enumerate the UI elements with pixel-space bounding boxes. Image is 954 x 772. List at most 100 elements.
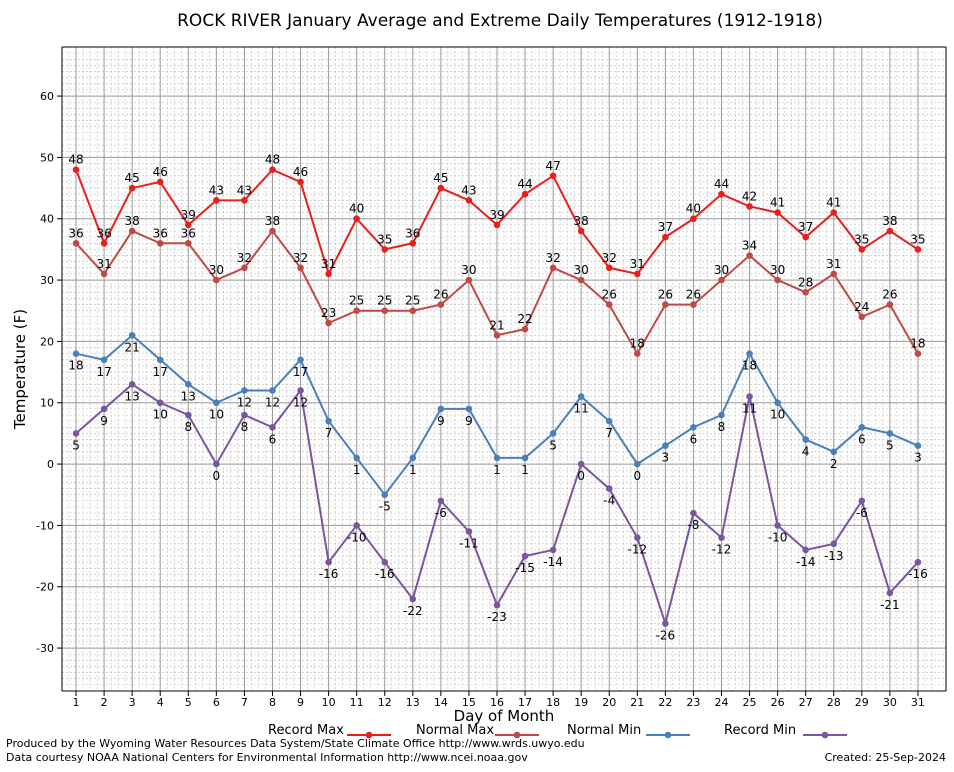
- data-point: [662, 442, 669, 449]
- data-point: [774, 522, 781, 529]
- data-point: [353, 307, 360, 315]
- data-point: [577, 276, 585, 284]
- data-label: 26: [658, 288, 673, 302]
- x-tick-label: 17: [518, 696, 532, 709]
- data-point: [465, 276, 473, 284]
- data-label: 36: [68, 226, 83, 240]
- data-point: [746, 252, 753, 259]
- footer-data-credit: Data courtesy NOAA National Centers for …: [6, 751, 528, 764]
- y-tick-label: -30: [36, 642, 54, 655]
- data-point: [72, 166, 80, 173]
- data-point: [297, 387, 304, 394]
- data-label: 8: [718, 420, 726, 434]
- data-point: [549, 430, 557, 437]
- data-point: [549, 172, 557, 180]
- data-point: [521, 190, 529, 198]
- series-normal-max: 36 31 38 36 36 30 32 38 32 23 25 25 25 26 30 21 22 32 30 26…: [68, 214, 926, 357]
- y-tick-label: 50: [40, 151, 54, 164]
- data-point: [325, 417, 332, 425]
- x-tick-label: 26: [771, 696, 785, 709]
- data-label: 31: [826, 257, 841, 271]
- data-point: [381, 558, 389, 566]
- data-label: -8: [687, 518, 699, 532]
- data-label: 25: [349, 294, 364, 308]
- data-point: [353, 454, 360, 462]
- x-tick-label: 24: [714, 696, 728, 709]
- data-point: [802, 233, 809, 241]
- data-label: -14: [543, 555, 563, 569]
- data-label: 32: [545, 251, 560, 265]
- data-label: 9: [100, 414, 108, 428]
- data-point: [802, 436, 809, 443]
- x-tick-label: 10: [322, 696, 336, 709]
- data-point: [100, 239, 108, 247]
- data-label: 13: [181, 389, 196, 403]
- data-label: -12: [712, 543, 732, 557]
- data-point: [156, 356, 164, 364]
- data-point: [184, 381, 192, 388]
- x-tick-label: 19: [574, 696, 588, 709]
- data-point: [886, 589, 894, 597]
- data-point: [184, 221, 192, 229]
- data-label: 7: [605, 426, 613, 440]
- data-point: [381, 246, 389, 253]
- data-point: [830, 270, 838, 278]
- data-point: [100, 356, 108, 364]
- data-label: 30: [574, 263, 589, 277]
- legend-item: Record Min: [724, 723, 847, 739]
- data-label: 5: [886, 438, 894, 452]
- data-label: 1: [409, 463, 417, 477]
- y-tick-label: 20: [40, 335, 54, 348]
- x-tick-label: 21: [630, 696, 644, 709]
- x-tick-label: 9: [297, 696, 304, 709]
- data-point: [521, 552, 529, 560]
- data-label: 10: [153, 408, 168, 422]
- x-tick-label: 27: [799, 696, 813, 709]
- data-point: [493, 601, 501, 609]
- data-label: -13: [824, 549, 844, 563]
- data-label: 34: [742, 239, 757, 253]
- x-tick-label: 22: [658, 696, 672, 709]
- data-point: [297, 178, 304, 186]
- data-label: 17: [293, 365, 308, 379]
- data-label: -14: [796, 555, 816, 569]
- data-label: 6: [690, 432, 698, 446]
- data-point: [521, 454, 529, 462]
- data-point: [746, 393, 753, 400]
- data-point: [718, 276, 725, 284]
- data-point: [128, 227, 136, 235]
- data-label: 46: [153, 165, 168, 179]
- data-point: [802, 546, 809, 554]
- data-point: [690, 215, 697, 223]
- legend-item: Normal Max: [416, 723, 539, 739]
- data-point: [325, 558, 332, 566]
- data-label: 9: [465, 414, 473, 428]
- data-label: 0: [633, 469, 641, 483]
- data-point: [269, 423, 276, 431]
- data-label: -23: [487, 610, 507, 624]
- x-tick-label: 23: [686, 696, 700, 709]
- data-label: 22: [517, 312, 532, 326]
- data-label: 17: [96, 365, 111, 379]
- data-point: [72, 239, 80, 247]
- data-label: 11: [742, 402, 757, 416]
- data-point: [465, 197, 473, 204]
- data-label: -16: [908, 567, 928, 581]
- data-label: -16: [375, 567, 395, 581]
- data-point: [213, 197, 220, 204]
- data-point: [746, 203, 753, 210]
- data-label: 37: [798, 220, 813, 234]
- data-point: [858, 246, 866, 253]
- data-label: 48: [265, 153, 280, 167]
- data-point: [774, 209, 781, 216]
- data-label: 1: [521, 463, 529, 477]
- data-label: 7: [325, 426, 333, 440]
- data-point: [886, 301, 894, 308]
- data-label: -10: [768, 530, 788, 544]
- data-label: 43: [237, 183, 252, 197]
- data-point: [549, 546, 557, 554]
- data-label: 32: [237, 251, 252, 265]
- data-label: 31: [96, 257, 111, 271]
- legend-item: Record Max: [268, 723, 391, 739]
